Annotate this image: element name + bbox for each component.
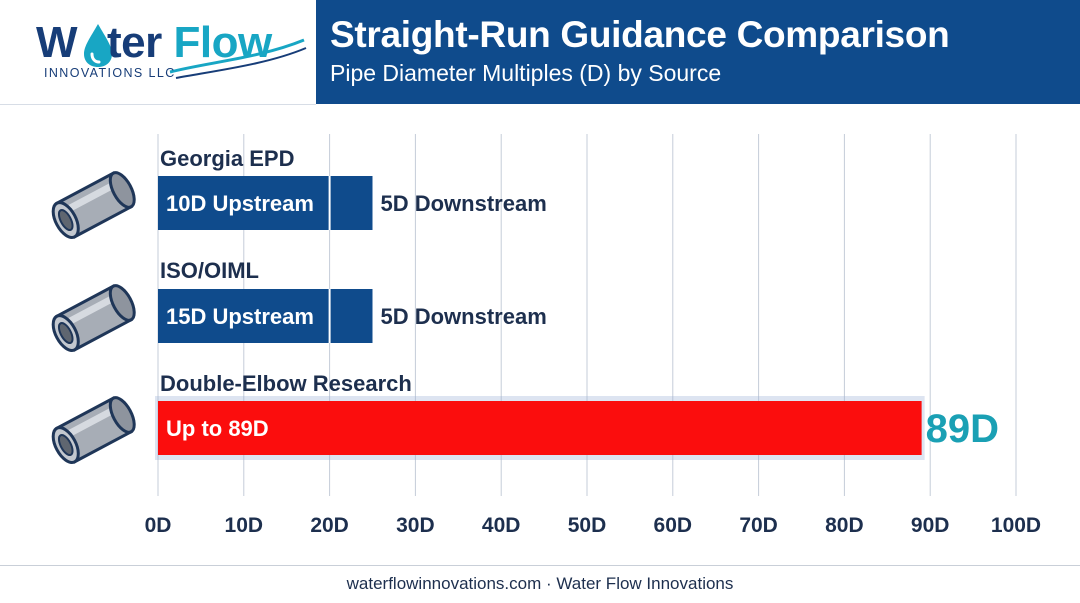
x-tick-label: 40D <box>482 514 521 537</box>
bar-segment <box>158 289 330 343</box>
bar-label: Up to 89D <box>166 416 269 441</box>
pipe-icon <box>51 171 136 239</box>
bar-label: 10D Upstream <box>166 191 314 216</box>
bar-segment <box>158 176 330 230</box>
water-drop-icon <box>84 24 112 67</box>
logo-word-flow: Flow <box>173 18 273 67</box>
logo-tagline: INNOVATIONS LLC <box>44 66 176 80</box>
bar-label: 5D Downstream <box>381 304 547 329</box>
category-label: Double-Elbow Research <box>160 371 412 396</box>
pipe-icon <box>51 396 136 464</box>
x-tick-label: 70D <box>739 514 778 537</box>
bar-segment <box>329 176 373 230</box>
footer-divider <box>0 565 1080 566</box>
x-tick-label: 80D <box>825 514 864 537</box>
value-callout: 89D <box>926 407 999 451</box>
category-label: Georgia EPD <box>160 146 294 171</box>
bar-label: 5D Downstream <box>381 191 547 216</box>
x-tick-label: 100D <box>991 514 1041 537</box>
wave-swoosh-icon <box>169 38 307 79</box>
x-tick-label: 20D <box>310 514 349 537</box>
footer-text: waterflowinnovations.com · Water Flow In… <box>346 574 734 593</box>
x-tick-label: 10D <box>225 514 264 537</box>
pipe-icon <box>51 284 136 352</box>
x-tick-label: 60D <box>654 514 693 537</box>
x-tick-label: 30D <box>396 514 435 537</box>
logo-word-ter: ter <box>107 18 162 67</box>
bar-segment <box>158 401 922 455</box>
bar-segment <box>329 289 373 343</box>
title-banner: Straight-Run Guidance Comparison Pipe Di… <box>316 0 1080 104</box>
logo-graphic <box>84 24 307 79</box>
page-subtitle: Pipe Diameter Multiples (D) by Source <box>330 60 722 86</box>
x-tick-label: 0D <box>145 514 172 537</box>
category-label: ISO/OIML <box>160 258 259 283</box>
x-tick-label: 90D <box>911 514 950 537</box>
logo-letter-w: W <box>36 18 78 67</box>
x-tick-label: 50D <box>568 514 607 537</box>
chart: 0D 10D 20D 30D 40D 50D 60D 70D 80D 90D 100D Georgia… <box>51 134 1041 537</box>
page-title: Straight-Run Guidance Comparison <box>330 14 950 55</box>
bar-label: 15D Upstream <box>166 304 314 329</box>
